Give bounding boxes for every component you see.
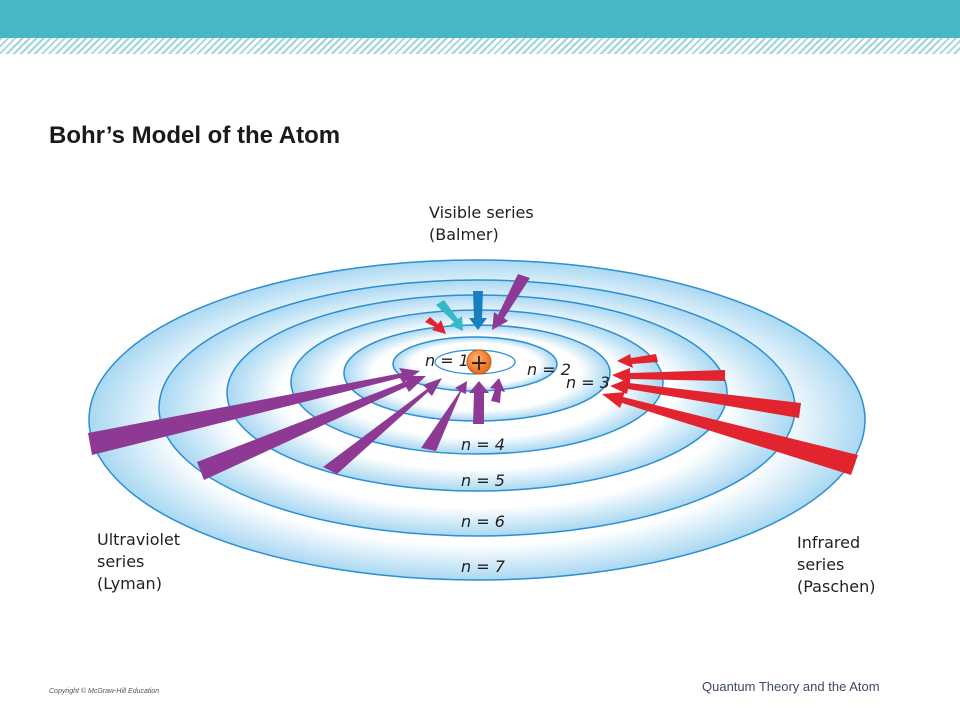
balmer-arrow-red (425, 317, 446, 334)
orbit-label-n3: n = 3 (566, 373, 610, 392)
slide-title: Bohr’s Model of the Atom (49, 122, 341, 149)
copyright-notice: Copyright © McGraw-Hill Education (49, 688, 160, 695)
lyman-arrow-n5 (323, 378, 442, 474)
paschen-arrow-n4 (617, 354, 658, 368)
lyman-arrow-n6 (197, 376, 426, 480)
visible-series-label: Visible series (Balmer) (429, 203, 539, 244)
paschen-arrow-n5 (612, 368, 725, 384)
paschen-arrow-n6 (610, 378, 801, 418)
orbit-label-n1: n = 1 (425, 351, 469, 370)
lyman-arrow-n7 (88, 368, 420, 455)
lyman-arrow-n4 (421, 381, 467, 451)
header-hatch (0, 38, 960, 54)
orbit-label-n2: n = 2 (527, 360, 571, 379)
orbit-label-n4: n = 4 (461, 435, 505, 454)
orbit-label-n5: n = 5 (461, 471, 505, 490)
nucleus (466, 349, 492, 375)
balmer-arrows (425, 274, 530, 334)
lyman-arrow-n2 (490, 378, 505, 403)
balmer-arrow-purple (492, 274, 530, 330)
paschen-arrow-n7 (602, 392, 858, 475)
slide-topic: Quantum Theory and the Atom (702, 679, 880, 694)
orbit-label-n6: n = 6 (461, 512, 505, 531)
balmer-arrow-blue (469, 291, 487, 330)
lyman-arrows (88, 368, 505, 480)
header-bar (0, 0, 960, 38)
paschen-arrows (602, 354, 858, 475)
orbit-label-n7: n = 7 (461, 557, 506, 576)
lyman-arrow-n3 (469, 381, 489, 424)
ultraviolet-series-label: Ultraviolet series (Lyman) (97, 530, 185, 593)
nucleus-symbol: + (470, 351, 488, 376)
infrared-series-label: Infrared series (Paschen) (797, 533, 875, 596)
balmer-arrow-cyan (436, 300, 463, 331)
